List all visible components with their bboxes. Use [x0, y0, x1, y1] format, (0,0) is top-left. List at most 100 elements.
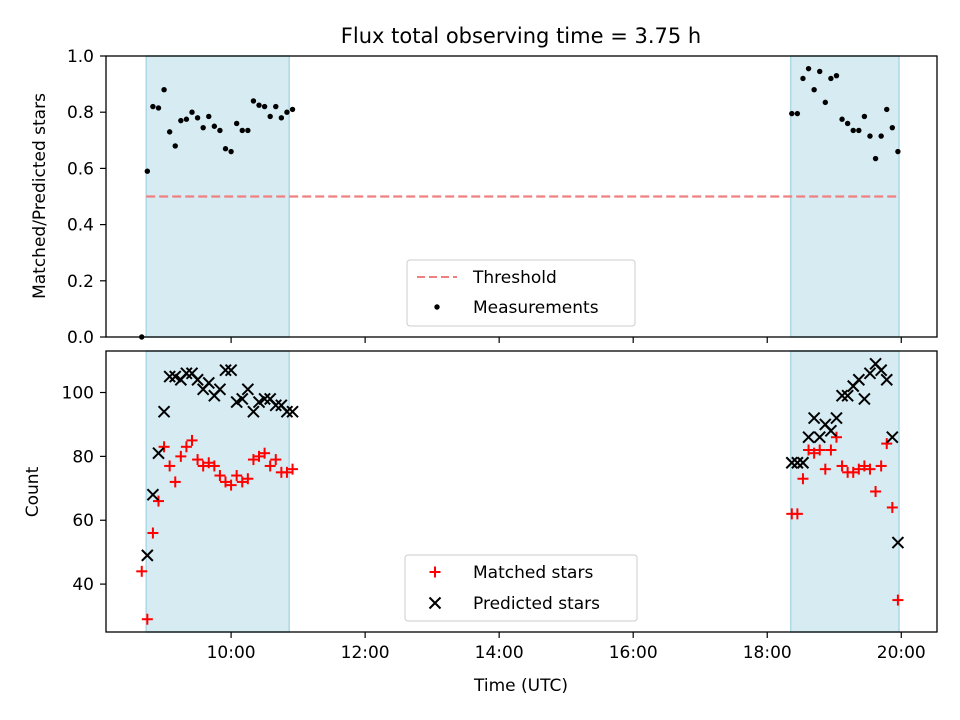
- predicted-star-point: [224, 363, 238, 377]
- cross-stroke: [428, 596, 442, 610]
- predicted-star-point: [236, 392, 249, 406]
- matched-star-point: [881, 438, 893, 450]
- cross-stroke: [891, 536, 905, 549]
- cross-stroke: [180, 367, 193, 380]
- cross-stroke: [230, 395, 243, 409]
- predicted-star-point: [802, 431, 815, 444]
- cross-stroke: [280, 405, 294, 418]
- ratio-axes: 0.0 0.2 0.4 0.6 0.8 1.0: [67, 47, 938, 348]
- predicted-star-point: [874, 363, 888, 377]
- predicted-star-point: [152, 446, 165, 460]
- measurement-point: [161, 87, 167, 93]
- legend-frame: [404, 554, 638, 622]
- measurement-point: [794, 110, 801, 117]
- matched-star-point: [158, 441, 170, 453]
- cross-stroke: [830, 411, 843, 425]
- measurement-point: [839, 116, 845, 122]
- legend-plus-marker: [429, 566, 441, 578]
- x-tick-label: 20:00: [877, 643, 926, 663]
- legend-matched-label: Matched stars: [473, 563, 593, 583]
- cross-stroke: [224, 363, 238, 377]
- cross-stroke: [880, 373, 893, 386]
- predicted-star-point: [180, 367, 193, 380]
- measurement-point: [200, 124, 206, 131]
- measurement-point: [194, 115, 201, 121]
- predicted-star-point: [791, 456, 804, 469]
- count-points: [136, 357, 905, 625]
- cross-stroke: [863, 367, 877, 380]
- measurement-point: [811, 87, 817, 93]
- measurement-point: [872, 155, 879, 162]
- matched-star-point: [152, 495, 164, 507]
- x-axis-label: Time (UTC): [473, 676, 568, 696]
- matched-star-point: [236, 476, 248, 488]
- matched-star-point: [814, 444, 826, 456]
- measurement-point: [817, 68, 823, 75]
- matched-star-point: [203, 457, 215, 469]
- count-legend: Matched stars Predicted stars: [404, 554, 638, 622]
- cross-stroke: [858, 392, 871, 406]
- matched-star-point: [886, 501, 898, 513]
- cross-stroke: [236, 392, 249, 406]
- measurement-point: [217, 127, 223, 134]
- predicted-star-point: [269, 399, 282, 412]
- matched-star-point: [864, 463, 876, 475]
- matched-star-point: [808, 447, 820, 459]
- matched-star-point: [264, 460, 276, 472]
- predicted-star-point: [230, 395, 243, 409]
- matched-star-point: [197, 460, 209, 472]
- measurement-point: [228, 148, 234, 155]
- predicted-star-point: [858, 392, 871, 406]
- cross-stroke: [258, 392, 271, 406]
- predicted-star-point: [191, 373, 204, 386]
- matched-star-point: [830, 431, 842, 443]
- matched-star-point: [147, 527, 159, 539]
- cross-stroke: [819, 418, 832, 431]
- cross-stroke: [813, 431, 826, 444]
- measurement-point: [889, 124, 896, 131]
- cross-stroke: [802, 431, 815, 444]
- predicted-star-point: [830, 411, 843, 425]
- matched-star-point: [797, 473, 809, 485]
- y-tick-label: 0.6: [67, 159, 94, 179]
- matched-star-point: [875, 460, 887, 472]
- matched-star-point: [819, 463, 831, 475]
- matched-star-point: [287, 463, 299, 475]
- measurement-point: [183, 116, 190, 122]
- cross-stroke: [157, 405, 171, 418]
- cross-stroke: [886, 431, 899, 444]
- plot-frame: [105, 350, 938, 633]
- matched-star-point: [803, 444, 815, 456]
- predicted-star-point: [157, 405, 171, 418]
- measurement-point: [267, 113, 273, 120]
- predicted-star-point: [163, 370, 176, 383]
- matched-star-point: [180, 441, 192, 453]
- x-tick-label: 18:00: [743, 643, 792, 663]
- x-tick-label: 16:00: [609, 643, 658, 663]
- cross-stroke: [219, 363, 232, 377]
- ratio-y-axis-label: Matched/Predicted stars: [30, 93, 50, 299]
- measurement-point: [261, 103, 268, 110]
- predicted-star-point: [202, 376, 215, 390]
- cross-stroke: [146, 488, 160, 501]
- y-tick-label: 60: [72, 511, 94, 531]
- predicted-star-point: [241, 383, 255, 396]
- matched-star-point: [259, 447, 271, 459]
- predicted-star-point: [258, 392, 271, 406]
- measurement-point: [178, 117, 184, 124]
- x-tick-label: 12:00: [341, 643, 390, 663]
- measurement-points: [139, 65, 901, 340]
- legend-cross-marker: [428, 596, 442, 610]
- predicted-star-point: [141, 549, 154, 562]
- legend-predicted-label: Predicted stars: [473, 594, 600, 614]
- measurement-point: [833, 72, 840, 79]
- predicted-star-point: [247, 405, 260, 418]
- legend-predicted-swatch: [428, 596, 442, 610]
- measurement-point: [155, 105, 162, 111]
- measurement-point: [789, 110, 795, 117]
- measurement-point: [867, 133, 873, 139]
- count-axes: 40 60 80 100 10:00 12:00 14:00 16:00 18:00 20:00: [62, 350, 938, 663]
- y-tick-label: 0.8: [67, 103, 94, 123]
- cross-stroke: [269, 399, 282, 412]
- matched-star-point: [175, 450, 187, 462]
